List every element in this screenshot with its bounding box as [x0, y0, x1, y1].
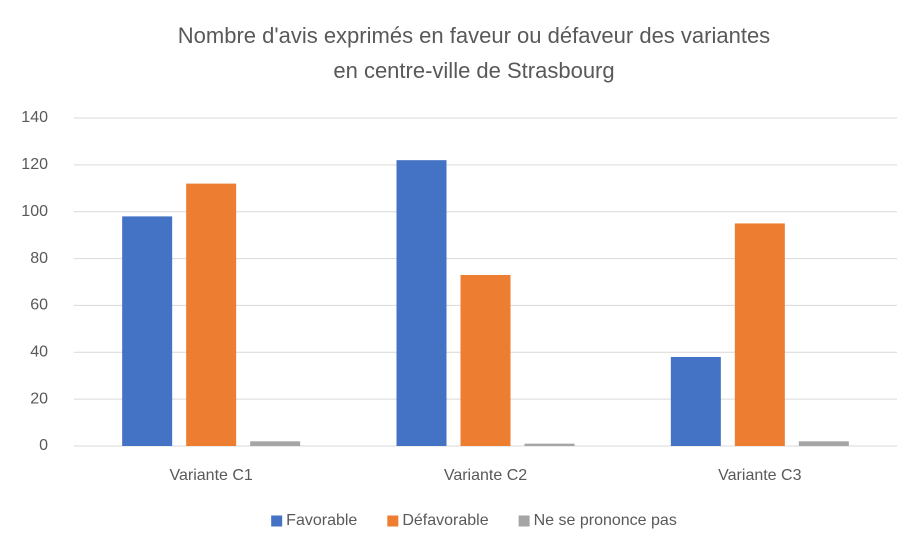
y-tick-label: 100 — [21, 203, 48, 220]
legend-swatch — [387, 515, 399, 527]
y-tick-label: 140 — [21, 109, 48, 126]
legend-swatch — [518, 515, 530, 527]
bar — [122, 216, 173, 446]
bar — [396, 160, 447, 446]
legend-swatch — [271, 515, 283, 527]
legend-label: Ne se prononce pas — [534, 512, 677, 529]
bar — [250, 441, 301, 446]
y-tick-label: 80 — [30, 250, 48, 267]
legend-label: Défavorable — [402, 512, 488, 529]
x-tick-label: Variante C3 — [718, 467, 801, 484]
legend-label: Favorable — [286, 512, 357, 529]
chart-title: en centre-ville de Strasbourg — [333, 58, 614, 83]
chart-title: Nombre d'avis exprimés en faveur ou défa… — [178, 23, 770, 48]
bar — [460, 274, 511, 446]
y-tick-label: 40 — [30, 344, 48, 361]
bar — [524, 443, 575, 446]
bar — [734, 223, 785, 446]
y-tick-label: 20 — [30, 390, 48, 407]
bar — [670, 356, 721, 446]
x-tick-label: Variante C1 — [170, 467, 253, 484]
y-tick-label: 0 — [39, 437, 48, 454]
y-tick-label: 60 — [30, 297, 48, 314]
bar — [798, 441, 849, 446]
x-tick-label: Variante C2 — [444, 467, 527, 484]
y-tick-label: 120 — [21, 156, 48, 173]
bar — [186, 183, 237, 446]
